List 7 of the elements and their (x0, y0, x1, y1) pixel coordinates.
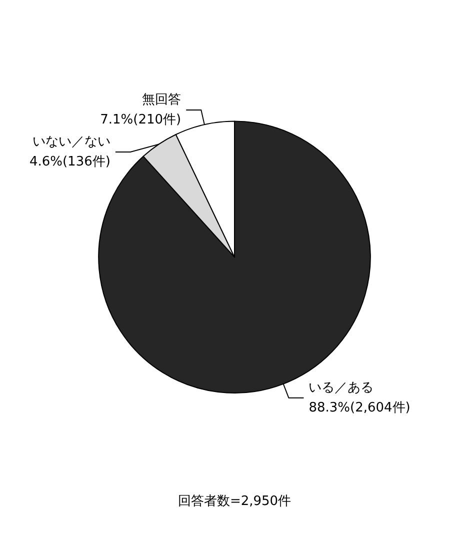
data-label: 88.3%(2,604件) (308, 400, 410, 416)
slice-label: いない／ない (32, 134, 110, 150)
data-label: 7.1%(210件) (100, 112, 182, 128)
slice-label: 無回答 (142, 92, 182, 108)
data-label: 4.6%(136件) (29, 154, 110, 170)
slice-label: いる／ある (308, 380, 374, 396)
text: 回答者数=2,950件 (178, 494, 292, 509)
